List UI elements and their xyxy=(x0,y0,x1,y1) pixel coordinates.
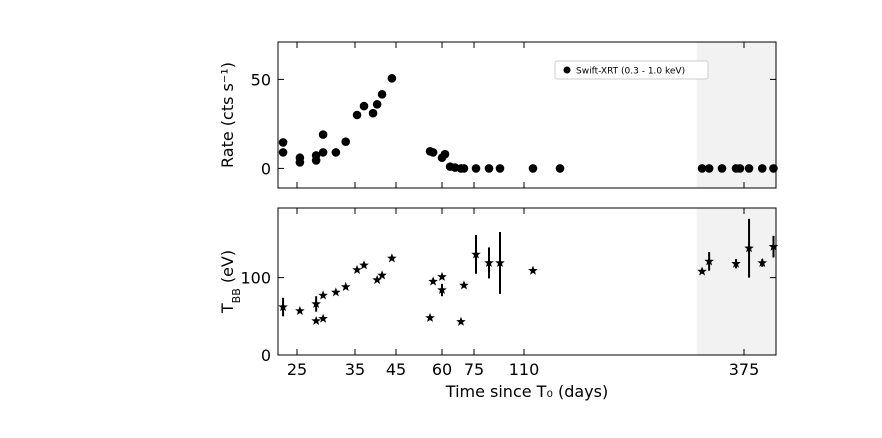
data-point xyxy=(352,264,362,274)
data-point xyxy=(697,266,707,276)
x-tick-label: 25 xyxy=(287,360,307,379)
plot-frame xyxy=(277,207,777,356)
data-point xyxy=(528,164,538,173)
data-point xyxy=(768,241,779,251)
data-point xyxy=(278,302,288,312)
data-point xyxy=(428,148,438,157)
data-point xyxy=(704,256,714,266)
y-axis-label-part: BB xyxy=(230,288,243,303)
data-point xyxy=(311,298,321,308)
data-point xyxy=(387,74,397,83)
data-point xyxy=(377,270,387,280)
legend-box xyxy=(554,60,709,80)
data-point xyxy=(697,164,707,173)
x-tick-label: 375 xyxy=(729,360,760,379)
data-point xyxy=(318,148,328,157)
data-point xyxy=(359,101,369,111)
x-tick-label: 75 xyxy=(464,360,484,379)
data-point xyxy=(372,100,382,109)
x-tick-label: 60 xyxy=(432,360,452,379)
x-tick-label: 35 xyxy=(345,360,365,379)
data-point xyxy=(425,312,435,322)
data-point xyxy=(495,257,505,267)
data-point xyxy=(437,271,447,281)
data-point xyxy=(278,148,288,157)
x-tick-label: 45 xyxy=(386,360,406,379)
data-point xyxy=(484,164,494,173)
data-point xyxy=(484,257,494,267)
data-point xyxy=(318,130,328,139)
data-point xyxy=(295,305,305,315)
data-point xyxy=(731,258,741,268)
data-point xyxy=(471,249,481,259)
data-point xyxy=(744,243,754,253)
y-axis-label: Rate (cts s⁻¹) xyxy=(218,62,237,168)
data-point xyxy=(744,164,754,173)
data-point xyxy=(735,164,745,173)
data-point xyxy=(555,164,565,173)
data-point xyxy=(368,108,378,118)
y-axis-label-part: T xyxy=(218,303,237,314)
legend-marker xyxy=(563,66,571,74)
data-point xyxy=(278,138,288,147)
data-point xyxy=(704,164,714,173)
x-axis-label: Time since T₀ (days) xyxy=(445,382,608,401)
data-point xyxy=(341,137,351,147)
data-point xyxy=(528,265,538,275)
data-point xyxy=(437,285,447,295)
shaded-region xyxy=(696,42,776,188)
y-tick-label: 0 xyxy=(261,346,271,365)
data-point xyxy=(440,149,450,159)
data-point xyxy=(340,281,351,291)
shaded-region xyxy=(696,208,776,355)
legend-label: Swift-XRT (0.3 - 1.0 keV) xyxy=(576,67,685,77)
y-tick-label: 50 xyxy=(251,70,271,89)
data-point xyxy=(757,257,768,267)
data-point xyxy=(331,148,341,157)
data-point xyxy=(359,260,369,270)
data-point xyxy=(318,290,328,300)
x-tick-label: 110 xyxy=(509,360,540,379)
data-point xyxy=(352,110,362,120)
data-point xyxy=(459,280,469,290)
data-point xyxy=(387,253,397,263)
data-point xyxy=(311,156,321,165)
data-point xyxy=(377,90,387,99)
y-tick-label: 100 xyxy=(240,269,271,288)
data-point xyxy=(769,164,778,173)
data-point xyxy=(717,164,727,173)
data-point xyxy=(757,164,767,173)
data-point xyxy=(311,315,321,325)
y-tick-label: 0 xyxy=(261,159,271,178)
data-point xyxy=(456,316,466,326)
data-point xyxy=(471,164,481,173)
y-axis-label: TBB (eV) xyxy=(218,250,243,314)
data-point xyxy=(495,164,505,173)
plot-frame xyxy=(277,41,777,189)
data-point xyxy=(331,287,341,297)
data-point xyxy=(372,274,382,284)
data-point xyxy=(459,164,469,173)
data-point xyxy=(428,276,438,286)
data-point xyxy=(295,158,305,167)
data-point xyxy=(318,313,328,323)
y-axis-label-part: (eV) xyxy=(218,250,237,288)
